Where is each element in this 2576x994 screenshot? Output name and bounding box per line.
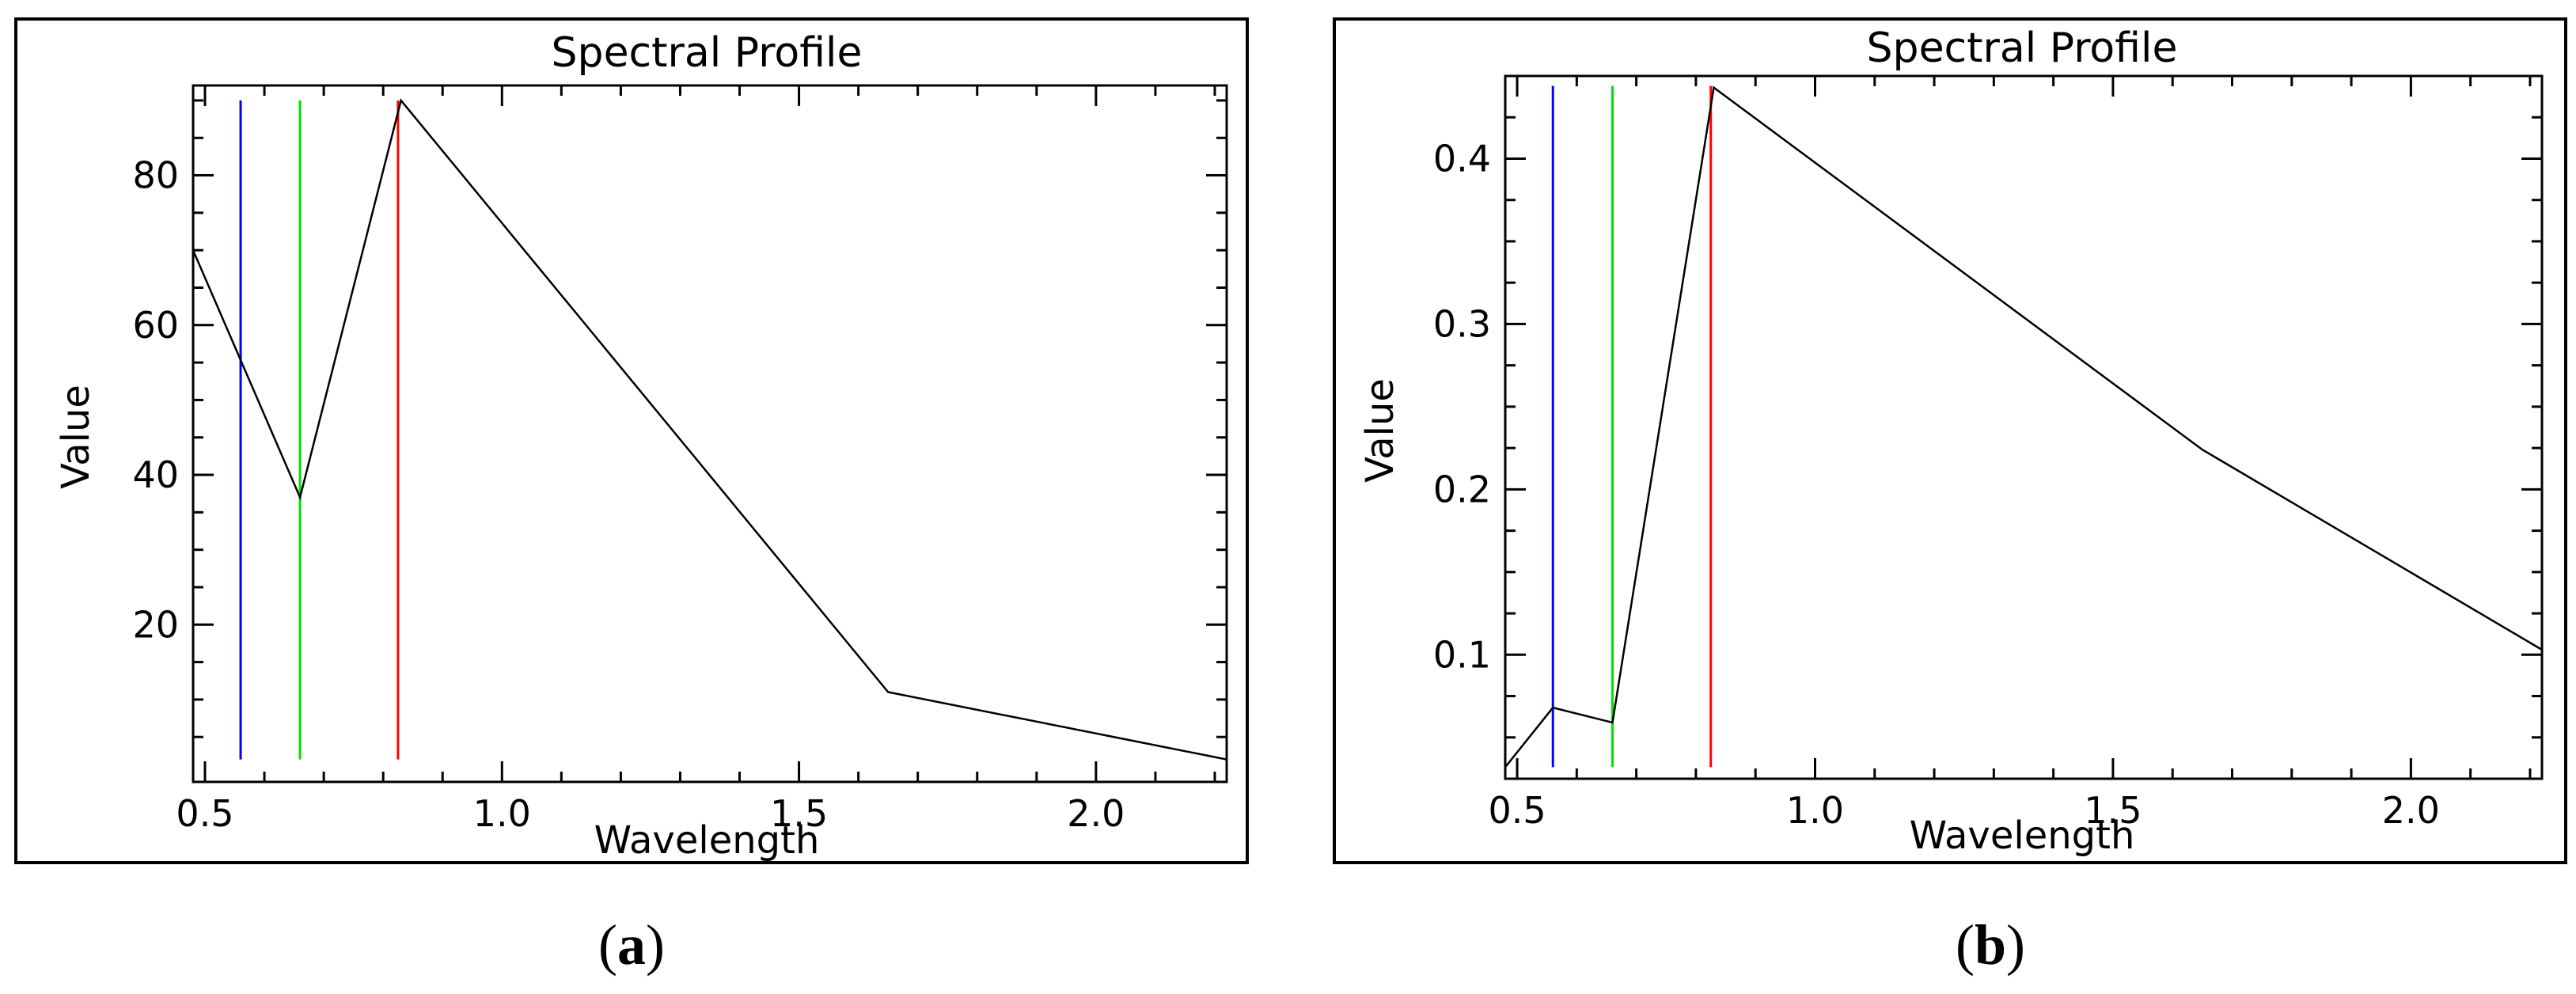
plot-area (192, 84, 1228, 783)
panel-frame (1333, 17, 2567, 864)
x-tick-label: 2.0 (2382, 789, 2440, 832)
caption-letter: a (617, 913, 646, 977)
y-axis-label: Value (54, 385, 98, 489)
y-tick-label: 0.3 (1433, 302, 1491, 345)
chart-panel-a: Spectral Profile Wavelength Value 0.5 1.0… (14, 17, 1249, 977)
x-tick-label: 1.0 (1786, 789, 1844, 832)
plot-area (1504, 74, 2544, 780)
series-line (1504, 85, 2543, 768)
y-tick-label: 60 (132, 304, 179, 347)
x-tick-label: 1.0 (473, 792, 531, 835)
y-tick-label: 0.4 (1433, 137, 1491, 180)
axis-ticks: 0.5 1.0 1.5 2.0 20 40 60 80 (132, 85, 1227, 835)
caption-open-paren: ( (598, 913, 617, 977)
panel-frame (14, 17, 1249, 864)
x-tick-label: 0.5 (1488, 789, 1546, 832)
caption-letter: b (1975, 913, 2006, 977)
chart-title: Spectral Profile (1867, 25, 2178, 72)
panel-caption: (b) (1956, 913, 2025, 977)
y-tick-label: 80 (132, 154, 179, 197)
caption-close-paren: ) (646, 913, 665, 977)
band-markers (239, 100, 400, 760)
x-tick-label: 1.5 (2084, 789, 2142, 832)
x-tick-label: 1.5 (770, 792, 828, 835)
y-tick-label: 20 (132, 603, 179, 646)
band-markers (1551, 85, 1713, 768)
axis-ticks: 0.5 1.0 1.5 2.0 0.1 0.2 0.3 0.4 (1433, 74, 2542, 832)
x-tick-label: 2.0 (1067, 792, 1125, 835)
y-tick-label: 40 (132, 453, 179, 496)
x-axis-label: Wavelength (594, 818, 820, 863)
y-tick-label: 0.1 (1433, 633, 1491, 676)
panel-caption: (a) (598, 913, 665, 977)
series-line (192, 98, 1227, 761)
chart-panel-b: Spectral Profile Wavelength Value 0.5 1.0… (1333, 17, 2567, 977)
chart-title: Spectral Profile (552, 29, 863, 77)
x-axis-label: Wavelength (1910, 814, 2135, 858)
series-lines (1504, 85, 2543, 768)
x-tick-label: 0.5 (176, 792, 233, 835)
y-axis-label: Value (1358, 378, 1402, 483)
caption-close-paren: ) (2006, 913, 2025, 977)
caption-open-paren: ( (1956, 913, 1975, 977)
series-lines (192, 98, 1227, 761)
y-tick-label: 0.2 (1433, 468, 1491, 510)
